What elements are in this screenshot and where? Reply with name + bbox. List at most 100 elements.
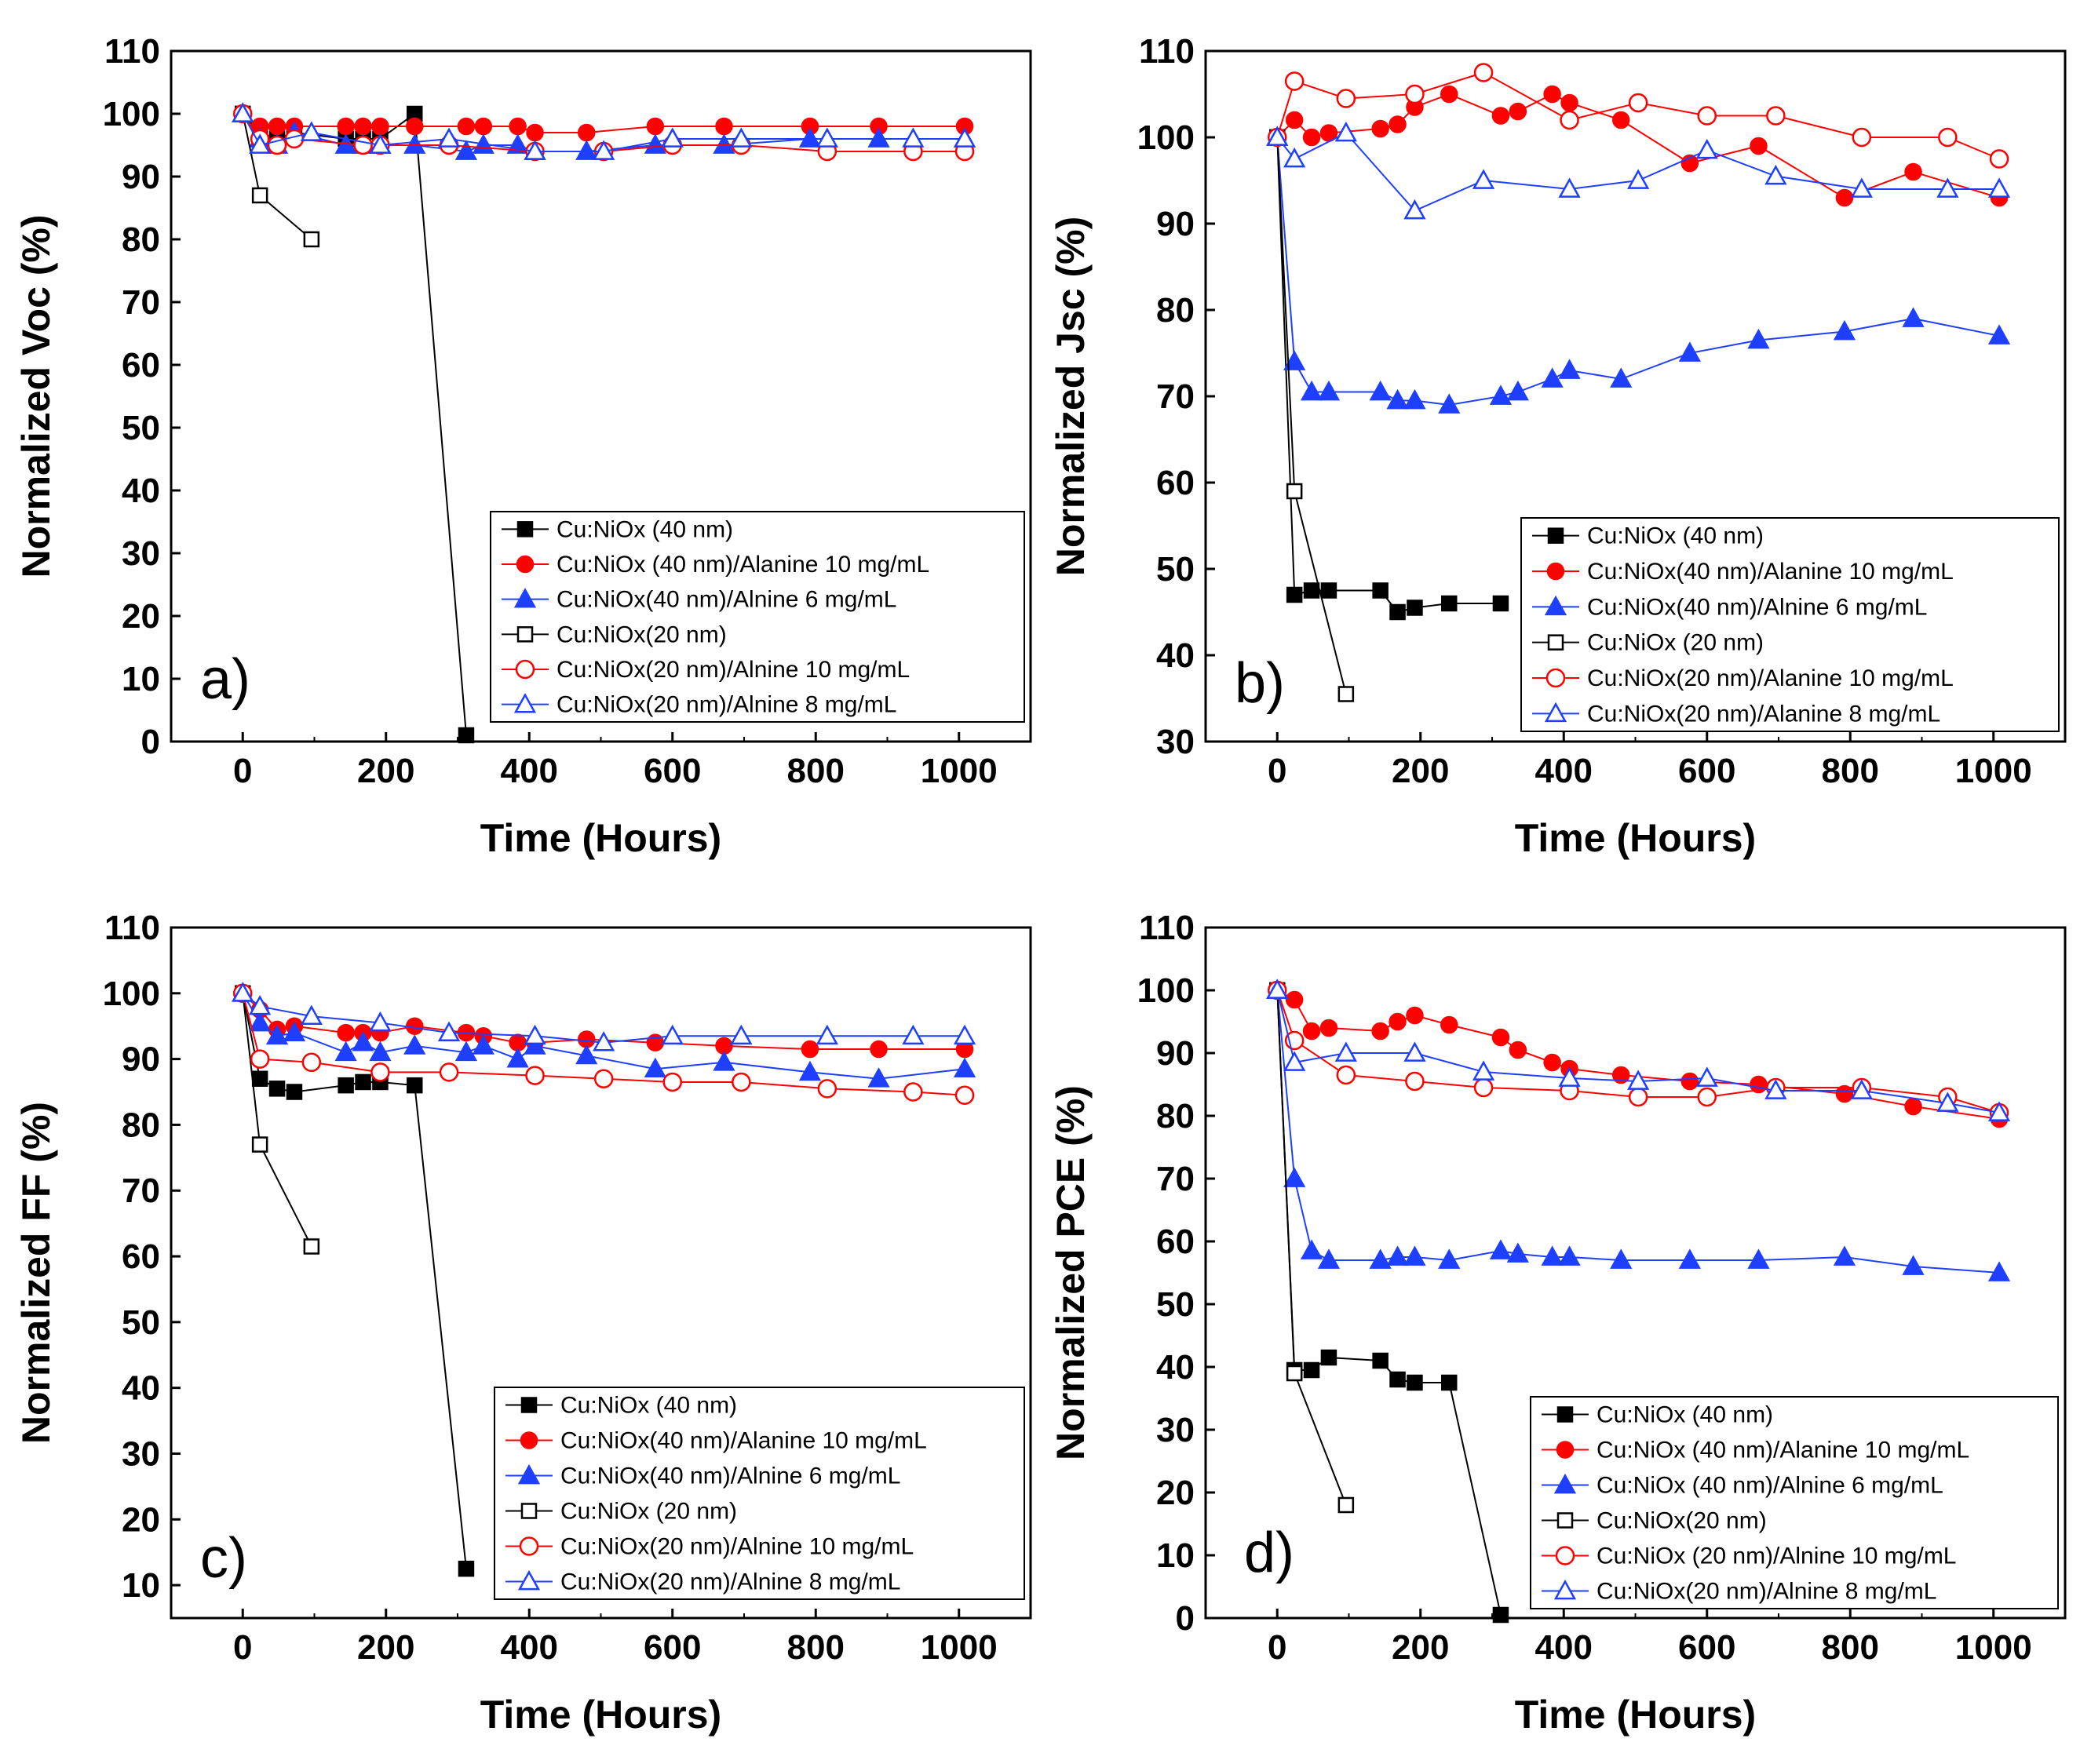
data-point <box>1473 63 1494 82</box>
data-point <box>578 123 596 142</box>
data-point <box>251 1070 268 1088</box>
data-point <box>1489 1239 1513 1259</box>
y-tick-label: 30 <box>1156 723 1195 761</box>
data-point <box>249 994 272 1015</box>
data-point <box>286 1084 303 1100</box>
series-1 <box>235 985 475 1577</box>
data-point <box>1541 1245 1564 1266</box>
legend-entry: Cu:NiOx(20 nm)/Alnine 8 mg/mL <box>1597 1579 1936 1605</box>
data-point <box>1438 393 1461 414</box>
panel-letter: d) <box>1244 1522 1294 1584</box>
series-1 <box>1269 129 1509 621</box>
data-point <box>1372 1352 1389 1369</box>
data-point <box>268 117 286 136</box>
x-tick-label: 800 <box>787 1628 845 1667</box>
data-point <box>249 1011 272 1032</box>
legend-marker <box>516 626 534 643</box>
data-point <box>575 1044 598 1065</box>
legend-box <box>1530 1396 2059 1609</box>
y-tick-label: 80 <box>1156 1097 1195 1135</box>
data-point <box>1300 1239 1323 1259</box>
data-point <box>1509 1041 1527 1059</box>
legend: Cu:NiOx (40 nm) Cu:NiOx (40 nm)/Alanine 1… <box>1530 1396 2059 1609</box>
legend-entry: Cu:NiOx(20 nm) <box>557 621 727 647</box>
y-axis-label: Normalized PCE (%) <box>1049 1085 1093 1460</box>
y-tick-label: 90 <box>122 1041 160 1079</box>
data-point <box>1850 1079 1873 1099</box>
data-point <box>870 1040 888 1059</box>
y-tick-label: 10 <box>122 660 160 698</box>
y-tick-label: 40 <box>1156 1348 1195 1387</box>
legend-marker <box>1547 634 1564 651</box>
data-point <box>1612 1066 1630 1084</box>
data-point <box>1472 169 1495 189</box>
data-point <box>1472 1060 1495 1081</box>
data-point <box>457 117 476 136</box>
legend-marker <box>1553 1579 1577 1600</box>
data-point <box>1750 137 1768 155</box>
series-5 <box>233 983 975 1105</box>
data-point <box>1987 1101 2011 1121</box>
data-point <box>1695 1066 1718 1087</box>
data-point <box>1506 380 1529 401</box>
data-point <box>1303 582 1320 599</box>
data-point <box>1403 1245 1426 1266</box>
data-point <box>1680 1072 1699 1091</box>
data-point <box>1558 359 1581 379</box>
legend-marker <box>520 1397 538 1413</box>
data-point <box>1747 328 1770 349</box>
data-point <box>1405 1071 1425 1092</box>
data-point <box>474 117 493 136</box>
data-point <box>1283 1167 1306 1187</box>
data-point <box>472 1034 494 1055</box>
legend-entry: Cu:NiOx (40 nm) <box>557 516 733 542</box>
y-tick-label: 60 <box>122 1237 160 1276</box>
legend-entry: Cu:NiOx(20 nm)/Alanine 10 mg/mL <box>1587 665 1954 691</box>
data-point <box>437 127 461 148</box>
y-tick-label: 70 <box>122 1172 160 1210</box>
x-tick-label: 400 <box>1535 1628 1593 1667</box>
legend-box <box>490 511 1025 723</box>
data-point <box>1543 1053 1561 1072</box>
data-point <box>1938 127 1958 148</box>
data-point <box>730 1024 753 1045</box>
x-tick-label: 1000 <box>921 1628 998 1667</box>
x-axis-label: Time (Hours) <box>480 1693 721 1737</box>
data-point <box>1369 1248 1392 1269</box>
y-tick-label: 40 <box>1156 636 1195 675</box>
data-point <box>1541 367 1564 388</box>
data-point <box>1266 979 1289 999</box>
data-point <box>406 1017 424 1035</box>
x-tick-label: 600 <box>644 1628 701 1667</box>
x-tick-label: 200 <box>357 752 414 790</box>
data-point <box>1628 1087 1648 1107</box>
data-point <box>1987 177 2011 198</box>
data-point <box>1492 595 1509 612</box>
y-tick-label: 90 <box>122 158 160 196</box>
data-point <box>1286 483 1303 500</box>
data-point <box>1283 147 1306 168</box>
y-tick-label: 60 <box>1156 464 1195 502</box>
legend-marker <box>1546 562 1565 581</box>
data-point <box>1989 149 2009 169</box>
data-point <box>1509 102 1527 121</box>
x-tick-label: 1000 <box>921 752 998 790</box>
x-tick-label: 0 <box>233 1628 252 1667</box>
y-tick-label: 80 <box>1156 291 1195 330</box>
legend-entry: Cu:NiOx(40 nm)/Alnine 6 mg/mL <box>1587 594 1927 620</box>
data-point <box>1441 595 1458 612</box>
x-tick-label: 1000 <box>1955 752 2032 790</box>
data-point <box>1285 111 1304 129</box>
x-tick-label: 200 <box>1392 1628 1449 1667</box>
data-point <box>407 1077 423 1094</box>
data-point <box>1336 1065 1356 1085</box>
legend-entry: Cu:NiOx (40 nm)/Alnine 6 mg/mL <box>1597 1473 1943 1499</box>
data-point <box>458 1560 475 1577</box>
data-point <box>1904 1097 1922 1116</box>
data-point <box>817 1079 837 1099</box>
data-point <box>1833 1245 1856 1266</box>
data-point <box>1389 603 1406 621</box>
data-point <box>816 127 838 148</box>
legend: Cu:NiOx (40 nm) Cu:NiOx (40 nm)/Alanine 1… <box>490 511 1025 723</box>
legend-entry: Cu:NiOx (20 nm) <box>1587 630 1764 656</box>
